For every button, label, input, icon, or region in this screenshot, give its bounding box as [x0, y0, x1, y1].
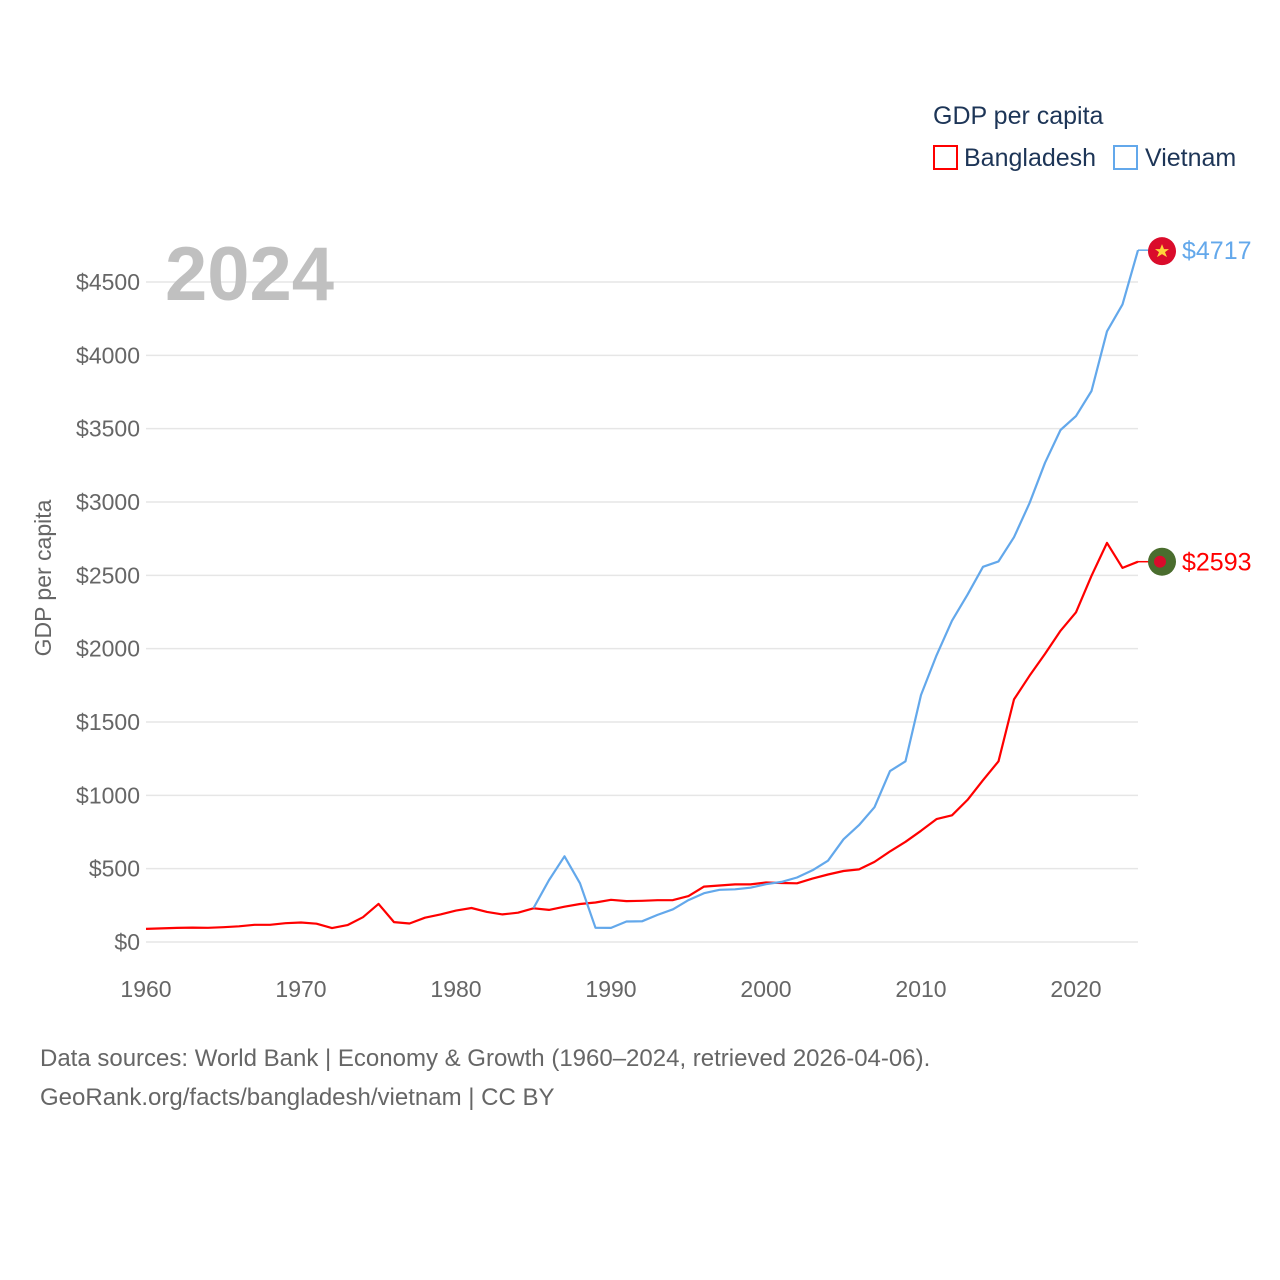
legend: GDP per capita Bangladesh Vietnam	[933, 102, 1236, 172]
legend-swatch-vietnam[interactable]	[1113, 145, 1138, 170]
end-value-label-vietnam: $4717	[1182, 237, 1252, 265]
y-tick-label: $500	[89, 856, 140, 882]
legend-label-vietnam[interactable]: Vietnam	[1145, 144, 1236, 172]
x-tick-label: 2020	[1050, 976, 1101, 1002]
x-tick-label: 1970	[275, 976, 326, 1002]
y-tick-label: $2000	[76, 636, 140, 662]
vietnam-flag-icon	[1148, 237, 1176, 266]
series-line-vietnam	[532, 249, 1140, 930]
attribution-text: GeoRank.org/facts/bangladesh/vietnam | C…	[40, 1084, 555, 1111]
x-tick-label: 1980	[430, 976, 481, 1002]
legend-title: GDP per capita	[933, 102, 1104, 130]
x-tick-label: 1990	[585, 976, 636, 1002]
data-sources-text: Data sources: World Bank | Economy & Gro…	[40, 1045, 931, 1072]
x-tick-label: 2000	[740, 976, 791, 1002]
year-watermark: 2024	[165, 232, 334, 317]
series-line-bangladesh	[145, 541, 1139, 930]
y-tick-label: $4000	[76, 342, 140, 368]
legend-label-bangladesh[interactable]: Bangladesh	[964, 144, 1096, 172]
y-tick-label: $1000	[76, 782, 140, 808]
y-tick-label: $1500	[76, 709, 140, 735]
legend-swatch-bangladesh[interactable]	[933, 145, 958, 170]
bangladesh-flag-icon	[1148, 547, 1176, 576]
y-tick-label: $3000	[76, 489, 140, 515]
x-tick-label: 2010	[895, 976, 946, 1002]
y-tick-label: $2500	[76, 562, 140, 588]
y-tick-label: $4500	[76, 269, 140, 295]
end-value-label-bangladesh: $2593	[1182, 549, 1252, 577]
y-axis-label: GDP per capita	[30, 499, 56, 656]
y-tick-label: $3500	[76, 416, 140, 442]
y-tick-label: $0	[114, 929, 140, 955]
x-tick-label: 1960	[120, 976, 171, 1002]
